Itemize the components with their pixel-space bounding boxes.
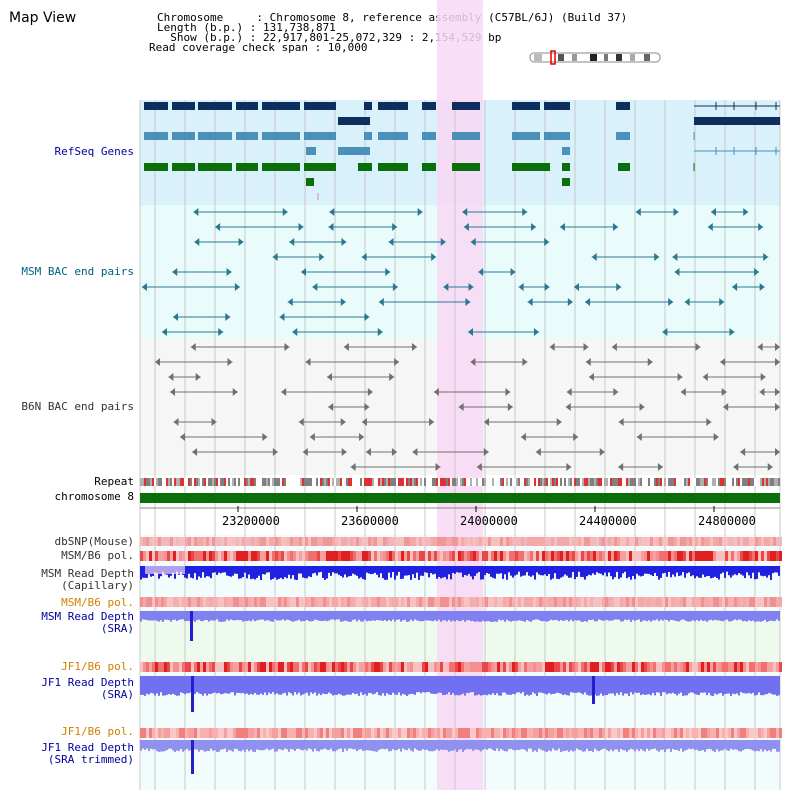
track-label-repeat[interactable]: Repeat — [94, 475, 134, 488]
highlight-region — [437, 0, 483, 790]
track-label-jf1-read-depth-trimmed-sub: (SRA trimmed) — [47, 753, 134, 766]
refseq-genes-track — [144, 102, 780, 200]
track-label-jf1-b6-pol[interactable]: JF1/B6 pol. — [61, 660, 134, 673]
track-label-jf1-read-depth-sra-sub: (SRA) — [100, 688, 134, 701]
track-label-msm-read-depth-capillary[interactable]: MSM Read Depth — [41, 567, 134, 580]
track-label-jf1-read-depth-trimmed[interactable]: JF1 Read Depth — [41, 741, 134, 754]
track-label-msm-bac[interactable]: MSM BAC end pairs — [21, 265, 134, 278]
track-label-msm-b6-pol-sra[interactable]: MSM/B6 pol. — [61, 596, 134, 609]
axis-tick-label: 24400000 — [579, 514, 637, 528]
coverage-span-info: Read coverage check span : 10,000 — [149, 41, 368, 54]
track-label-jf1-read-depth-sra[interactable]: JF1 Read Depth — [41, 676, 134, 689]
axis-tick-label: 23200000 — [222, 514, 280, 528]
current-position-marker — [550, 50, 556, 65]
axis-tick-label: 24000000 — [460, 514, 518, 528]
track-label-chromosome: chromosome 8 — [54, 490, 134, 503]
position-axis — [140, 506, 780, 512]
vertical-grid — [139, 100, 781, 790]
page-title: Map View — [9, 10, 77, 26]
read-depth-tracks — [140, 566, 780, 774]
track-label-msm-b6-pol[interactable]: MSM/B6 pol. — [61, 549, 134, 562]
track-label-b6n-bac[interactable]: B6N BAC end pairs — [21, 400, 134, 413]
axis-tick-label: 23600000 — [341, 514, 399, 528]
track-label-refseq-genes[interactable]: RefSeq Genes — [54, 145, 134, 158]
axis-tick-label: 24800000 — [698, 514, 756, 528]
chromosome-ideogram — [529, 50, 661, 65]
repeat-track — [140, 478, 780, 486]
length-info: Length (b.p.) : 131,738,871 — [157, 21, 336, 34]
chromosome-bar — [140, 493, 780, 503]
track-label-msm-read-depth-capillary-sub: (Capillary) — [61, 579, 134, 592]
track-label-dbsnp[interactable]: dbSNP(Mouse) — [54, 535, 134, 548]
track-label-msm-read-depth-sra-sub: (SRA) — [100, 622, 134, 635]
msm-bac-end-pairs-track — [141, 208, 769, 336]
track-label-jf1-b6-pol-trimmed[interactable]: JF1/B6 pol. — [61, 725, 134, 738]
polymorphism-heat-tracks — [140, 537, 782, 738]
b6n-bac-end-pairs-track — [155, 343, 780, 471]
track-label-msm-read-depth-sra[interactable]: MSM Read Depth — [41, 610, 134, 623]
